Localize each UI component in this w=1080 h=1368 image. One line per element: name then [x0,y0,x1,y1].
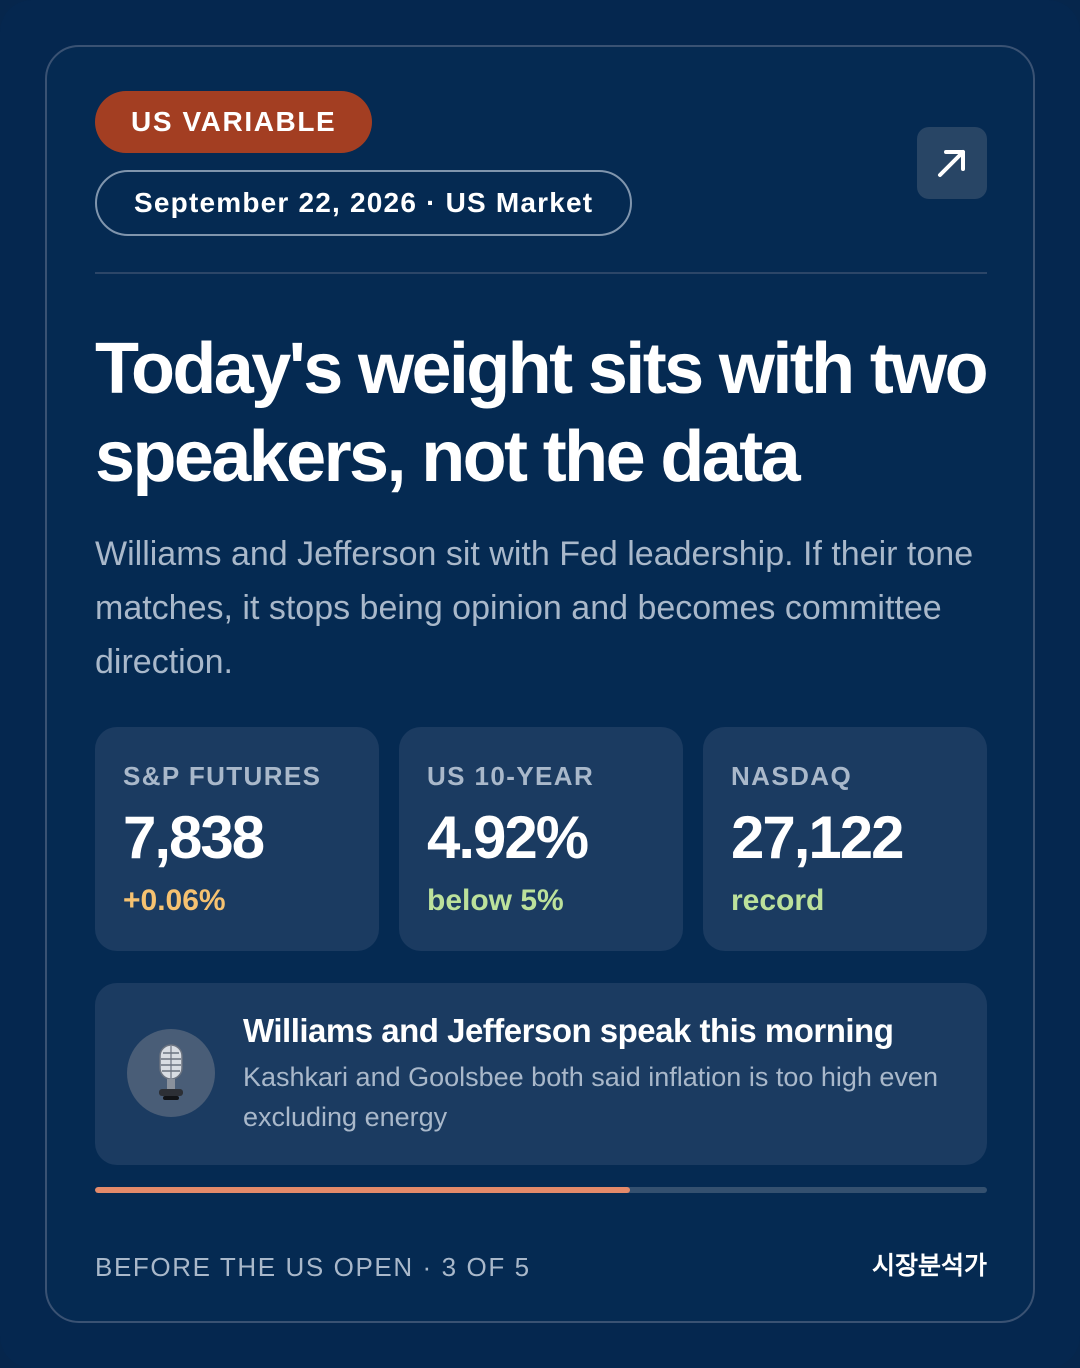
briefing-card: US VARIABLE September 22, 2026 · US Mark… [45,45,1035,1323]
footer-position: BEFORE THE US OPEN · 3 OF 5 [95,1252,531,1282]
note-title: Williams and Jefferson speak this mornin… [243,1012,894,1049]
stat-value: 27,122 [731,804,905,871]
open-article-button[interactable] [917,127,987,199]
subtext: Williams and Jefferson sit with Fed lead… [95,535,974,681]
header-divider [95,272,987,274]
stat-label: NASDAQ [731,761,853,791]
speaker-note: Williams and Jefferson speak this mornin… [95,983,987,1165]
stat-value: 7,838 [123,804,265,871]
stat-label: S&P FUTURES [123,761,322,791]
arrow-up-right-icon [938,150,965,177]
note-body: Kashkari and Goolsbee both said inflatio… [243,1062,938,1132]
stat-change: below 5% [427,884,564,917]
microphone-icon [159,1044,183,1100]
stat-change: record [731,884,825,917]
date-market-pill: September 22, 2026 · US Market [95,170,633,236]
story-progress-fill [95,1187,631,1193]
story-progress-bar [95,1187,987,1193]
stats-row: S&P FUTURES 7,838 +0.06% US 10-YEAR 4.92… [95,727,987,951]
category-badge: US VARIABLE [95,91,373,153]
microphone-icon-circle [127,1029,215,1117]
stat-us-10-year: US 10-YEAR 4.92% below 5% [399,727,683,951]
stat-change: +0.06% [123,884,226,917]
stat-value: 4.92% [427,804,589,871]
stat-label: US 10-YEAR [427,761,595,791]
stat-sp-futures: S&P FUTURES 7,838 +0.06% [95,727,379,951]
stat-nasdaq: NASDAQ 27,122 record [703,727,987,951]
footer-author: 시장분석가 [871,1252,987,1280]
headline: Today's weight sits with two speakers, n… [95,329,989,497]
